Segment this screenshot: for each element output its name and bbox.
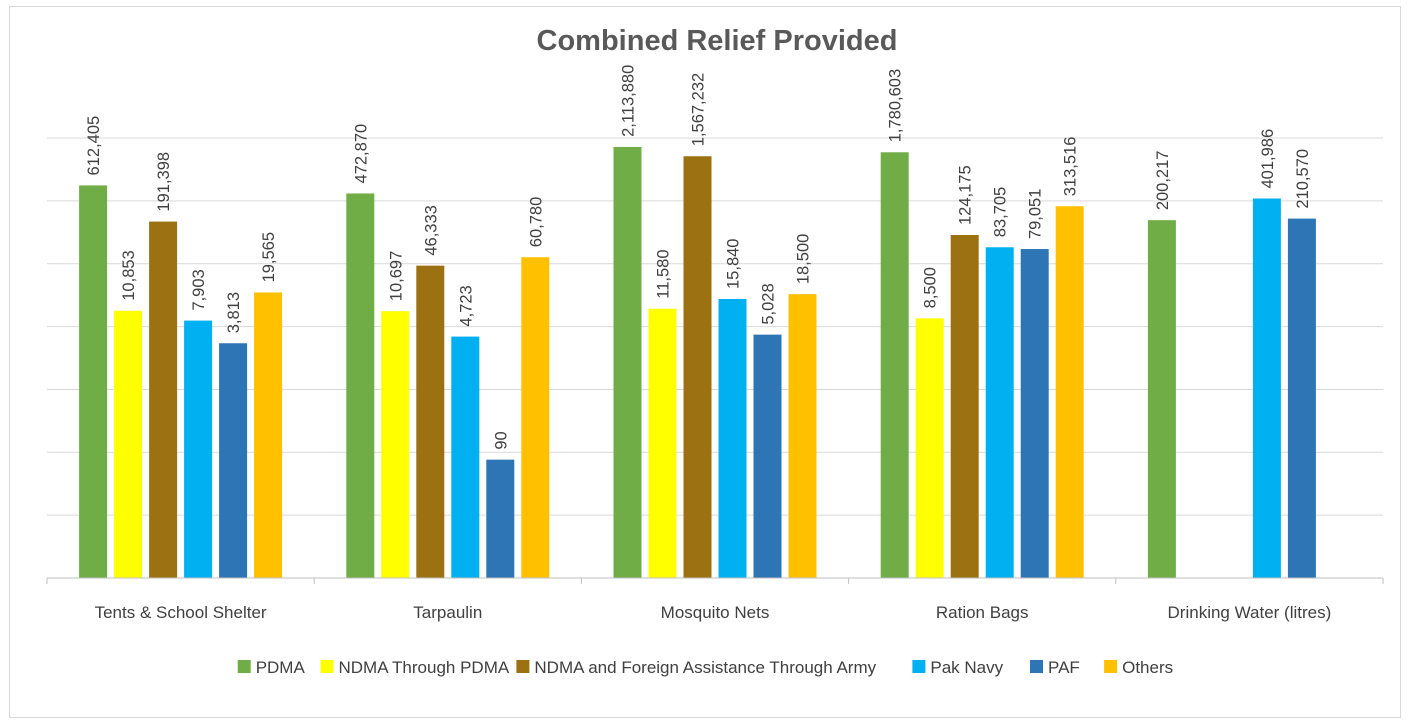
bar-others [788,294,817,578]
data-label: 60,780 [527,197,545,247]
legend-label-others: Others [1122,658,1173,677]
data-label: 8,500 [922,267,940,308]
bar-ndma-and-foreign-assistance-through-army [416,265,445,578]
legend-swatch-ndma-and-foreign-assistance-through-army [516,660,530,673]
data-label: 2,113,880 [620,65,638,137]
data-label: 1,567,232 [690,73,708,146]
bar-pdma [613,146,642,578]
data-label: 612,405 [85,116,103,176]
bar-pak-navy [184,320,213,578]
bars [79,146,1316,579]
bar-paf [219,343,248,578]
bar-pdma [346,193,375,578]
category-label-mosquito-nets: Mosquito Nets [661,603,770,622]
legend-swatch-pdma [237,660,251,673]
data-label: 83,705 [992,187,1010,237]
bar-pdma [79,185,108,578]
bar-pak-navy [718,298,747,578]
legend-swatch-ndma-through-pdma [320,660,334,673]
category-label-drinking-water-litres: Drinking Water (litres) [1168,603,1332,622]
bar-pdma [880,152,909,578]
data-label: 15,840 [725,239,743,289]
legend-swatch-paf [1030,660,1043,673]
data-label: 90 [492,431,510,449]
data-label: 10,853 [120,250,138,300]
chart-frame: Combined Relief Provided 612,405 10,853 19… [9,6,1401,718]
x-axis: Tents & School Shelter Tarpaulin Mosquito … [46,577,1384,622]
data-label: 7,903 [190,269,208,310]
legend: PDMA NDMA Through PDMA NDMA and Foreign As… [237,658,1173,677]
legend-label-ndma-through-pdma: NDMA Through PDMA [339,658,510,677]
category-label-ration-bags: Ration Bags [936,603,1029,622]
data-label: 79,051 [1027,189,1045,239]
bar-paf [753,334,782,578]
legend-label-ndma-and-foreign-assistance-through-army: NDMA and Foreign Assistance Through Army [534,658,876,677]
legend-swatch-pak-navy [912,660,926,673]
legend-label-pdma: PDMA [256,658,306,677]
bar-ndma-and-foreign-assistance-through-army [950,235,979,578]
bar-ndma-through-pdma [381,311,410,578]
category-label-tents-school-shelter: Tents & School Shelter [95,603,267,622]
bar-paf [1287,218,1316,578]
chart-svg: Combined Relief Provided 612,405 10,853 19… [46,25,1384,677]
gridlines [47,137,1383,516]
category-label-tarpaulin: Tarpaulin [413,603,482,622]
bar-ndma-through-pdma [114,310,143,578]
data-label: 11,580 [655,249,673,298]
bar-pak-navy [985,247,1014,578]
data-label: 191,398 [155,152,173,212]
bar-others [1055,206,1084,578]
data-label: 5,028 [760,283,778,324]
data-label: 4,723 [457,285,475,326]
data-label: 1,780,603 [887,69,905,142]
bar-pdma [1147,220,1176,578]
bar-others [254,292,283,578]
data-label: 10,697 [387,251,405,301]
bar-pak-navy [1252,198,1281,579]
data-label: 124,175 [957,165,975,225]
bar-ndma-and-foreign-assistance-through-army [149,221,178,578]
bar-paf [1020,249,1049,579]
data-label: 472,870 [352,124,370,184]
legend-swatch-others [1104,660,1118,673]
data-label: 401,986 [1259,129,1277,189]
data-label: 3,813 [225,292,243,333]
bar-ndma-and-foreign-assistance-through-army [683,156,712,578]
bar-pak-navy [451,336,480,578]
data-label: 18,500 [795,234,813,284]
bar-ndma-through-pdma [915,318,944,578]
data-label: 46,333 [422,205,440,255]
bar-ndma-through-pdma [648,308,677,578]
chart-title: Combined Relief Provided [537,25,898,57]
legend-label-paf: PAF [1048,658,1080,677]
bar-others [521,257,550,578]
data-labels: 612,405 10,853 191,398 7,903 3,813 19,565 472,… [85,65,1312,450]
data-label: 313,516 [1062,137,1080,197]
data-label: 210,570 [1294,149,1312,209]
data-label: 200,217 [1154,151,1172,211]
bar-paf [486,459,515,578]
legend-label-pak-navy: Pak Navy [930,658,1003,677]
data-label: 19,565 [260,232,278,282]
